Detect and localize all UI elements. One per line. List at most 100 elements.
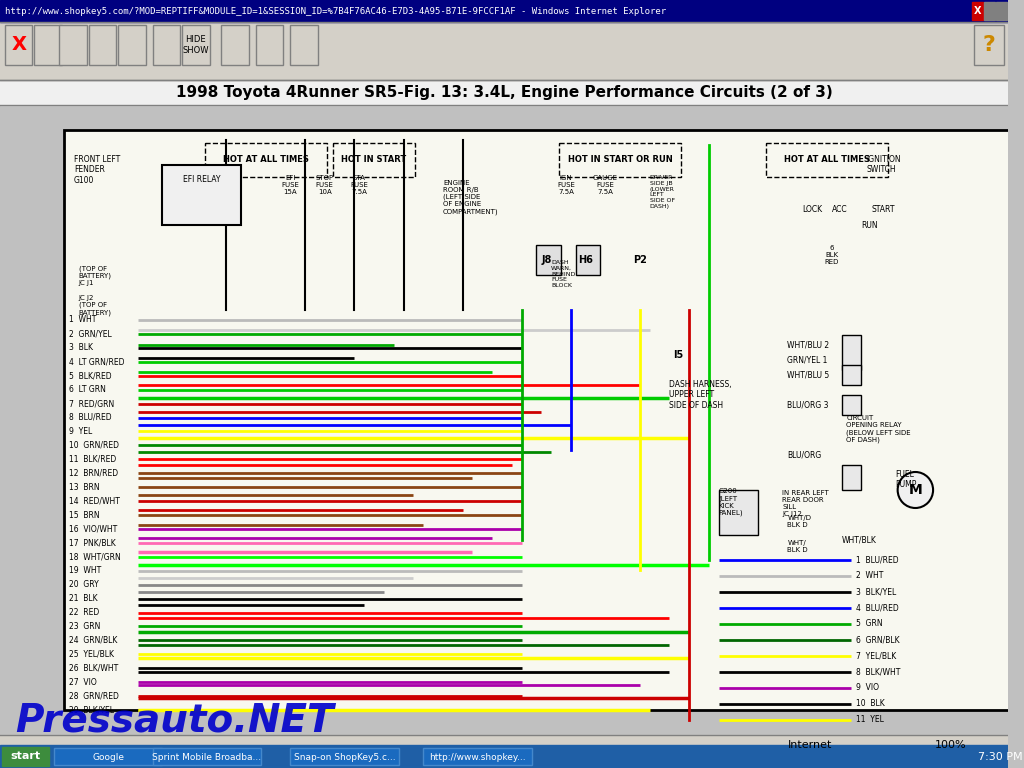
Text: 100%: 100% <box>935 740 967 750</box>
Bar <box>973 2 983 20</box>
Text: 3  BLK: 3 BLK <box>69 343 93 353</box>
Text: ENGINE
ROOM R/B
(LEFT SIDE
OF ENGINE
COMPARTMENT): ENGINE ROOM R/B (LEFT SIDE OF ENGINE COM… <box>443 180 499 215</box>
Bar <box>291 25 317 65</box>
Text: WHT/
BLK D: WHT/ BLK D <box>787 540 808 553</box>
Text: CIRCUIT
OPENING RELAY
(BELOW LEFT SIDE
OF DASH): CIRCUIT OPENING RELAY (BELOW LEFT SIDE O… <box>847 415 911 443</box>
Text: GAUGE
FUSE
7.5A: GAUGE FUSE 7.5A <box>593 175 617 195</box>
Text: EFI RELAY: EFI RELAY <box>183 175 220 184</box>
Bar <box>842 365 861 385</box>
Text: ?: ? <box>983 35 995 55</box>
Text: EFI
FUSE
15A: EFI FUSE 15A <box>282 175 299 195</box>
Text: RUN: RUN <box>861 220 878 230</box>
Text: 8  BLU/RED: 8 BLU/RED <box>69 413 112 422</box>
Text: P2: P2 <box>633 255 647 265</box>
Text: 1  BLU/RED: 1 BLU/RED <box>856 555 899 564</box>
Text: 29  BLK/YEL: 29 BLK/YEL <box>69 706 114 714</box>
Bar <box>59 25 87 65</box>
Bar <box>89 25 116 65</box>
Text: Pressauto.NET: Pressauto.NET <box>14 701 333 739</box>
Text: 7:30 PM: 7:30 PM <box>978 752 1022 762</box>
Text: 12  BRN/RED: 12 BRN/RED <box>69 468 118 478</box>
Text: STOP
FUSE
10A: STOP FUSE 10A <box>315 175 334 195</box>
Text: IN REAR LEFT
REAR DOOR
SILL
JC J12: IN REAR LEFT REAR DOOR SILL JC J12 <box>782 490 829 517</box>
Bar <box>2 747 49 766</box>
Text: 2  WHT: 2 WHT <box>856 571 884 581</box>
Text: start: start <box>10 751 41 761</box>
Text: 6  LT GRN: 6 LT GRN <box>69 385 105 394</box>
Text: Snap-on ShopKey5.c...: Snap-on ShopKey5.c... <box>294 753 395 762</box>
Text: 5  BLK/RED: 5 BLK/RED <box>69 371 112 380</box>
Text: M: M <box>908 483 923 497</box>
Bar <box>0 735 1008 755</box>
Bar <box>63 130 1009 710</box>
Text: http://www.shopkey...: http://www.shopkey... <box>429 753 525 762</box>
Bar <box>291 748 398 765</box>
Text: HOT AT ALL TIMES: HOT AT ALL TIMES <box>783 155 869 164</box>
Bar <box>842 395 861 415</box>
Text: DASH
WARN,
BEHIND
FUSE
BLOCK: DASH WARN, BEHIND FUSE BLOCK <box>551 260 575 288</box>
Bar <box>537 245 561 275</box>
Text: 8  BLK/WHT: 8 BLK/WHT <box>856 667 901 677</box>
Bar <box>256 25 284 65</box>
Text: 11  BLK/RED: 11 BLK/RED <box>69 455 116 464</box>
Bar <box>0 80 1008 105</box>
Text: Sprint Mobile Broadba...: Sprint Mobile Broadba... <box>153 753 261 762</box>
Text: IGN
FUSE
7.5A: IGN FUSE 7.5A <box>557 175 574 195</box>
Text: X: X <box>974 6 981 16</box>
Text: 21  BLK: 21 BLK <box>69 594 97 603</box>
Text: HOT AT ALL TIMES: HOT AT ALL TIMES <box>223 155 308 164</box>
Bar <box>153 748 261 765</box>
Text: WHT/BLU 2: WHT/BLU 2 <box>787 340 829 349</box>
Bar <box>842 465 861 490</box>
Text: STA
FUSE
7.5A: STA FUSE 7.5A <box>350 175 369 195</box>
Bar <box>5 25 33 65</box>
Bar <box>842 335 861 370</box>
Text: WHT/D
BLK D: WHT/D BLK D <box>787 515 811 528</box>
Text: 4  LT GRN/RED: 4 LT GRN/RED <box>69 357 124 366</box>
Bar <box>0 0 1008 22</box>
Text: 9  VIO: 9 VIO <box>856 684 880 693</box>
Text: 13  BRN: 13 BRN <box>69 482 99 492</box>
Bar <box>54 748 163 765</box>
Text: 1998 Toyota 4Runner SR5-Fig. 13: 3.4L, Engine Performance Circuits (2 of 3): 1998 Toyota 4Runner SR5-Fig. 13: 3.4L, E… <box>175 84 833 100</box>
Bar <box>575 245 600 275</box>
Bar <box>996 2 1007 20</box>
Bar <box>153 25 180 65</box>
Text: Internet: Internet <box>787 740 831 750</box>
Text: 9  YEL: 9 YEL <box>69 427 92 436</box>
Text: 10  BLK: 10 BLK <box>856 700 885 709</box>
Bar <box>0 745 1008 768</box>
Text: WHT/BLU 5: WHT/BLU 5 <box>787 370 829 379</box>
Text: 2  GRN/YEL: 2 GRN/YEL <box>69 329 112 339</box>
Bar <box>423 748 531 765</box>
Text: IGNITION
SWITCH: IGNITION SWITCH <box>866 155 901 174</box>
Text: 24  GRN/BLK: 24 GRN/BLK <box>69 636 118 645</box>
Text: DRIVER
SIDE JB
(LOWER
LEFT
SIDE OF
DASH): DRIVER SIDE JB (LOWER LEFT SIDE OF DASH) <box>649 175 675 209</box>
Bar <box>975 25 1004 65</box>
Text: 14  RED/WHT: 14 RED/WHT <box>69 497 120 505</box>
Text: HOT IN START OR RUN: HOT IN START OR RUN <box>567 155 673 164</box>
Text: 27  VIO: 27 VIO <box>69 677 96 687</box>
Text: 20  GRY: 20 GRY <box>69 580 98 589</box>
Text: JC J2
(TOP OF
BATTERY): JC J2 (TOP OF BATTERY) <box>79 295 112 316</box>
Text: http://www.shopkey5.com/?MOD=REPTIFF&MODULE_ID=1&SESSION_ID=%7B4F76AC46-E7D3-4A9: http://www.shopkey5.com/?MOD=REPTIFF&MOD… <box>5 6 666 15</box>
Text: X: X <box>11 35 27 55</box>
Text: H6: H6 <box>579 255 593 265</box>
Text: ACC: ACC <box>831 206 847 214</box>
Text: 18  WHT/GRN: 18 WHT/GRN <box>69 552 121 561</box>
Text: HIDE
SHOW: HIDE SHOW <box>182 35 209 55</box>
Text: HOT IN START: HOT IN START <box>341 155 407 164</box>
Text: BLU/ORG: BLU/ORG <box>787 451 821 459</box>
Text: 17  PNK/BLK: 17 PNK/BLK <box>69 538 116 548</box>
Text: GRN/YEL 1: GRN/YEL 1 <box>787 356 827 365</box>
Text: J8: J8 <box>541 255 552 265</box>
Text: 25  YEL/BLK: 25 YEL/BLK <box>69 650 114 659</box>
Bar <box>163 165 241 225</box>
Bar <box>118 25 145 65</box>
Text: 26  BLK/WHT: 26 BLK/WHT <box>69 664 118 673</box>
Bar <box>719 490 758 535</box>
Bar <box>35 25 62 65</box>
Text: WHT/BLK: WHT/BLK <box>842 535 877 545</box>
Text: 22  RED: 22 RED <box>69 608 99 617</box>
Text: 5  GRN: 5 GRN <box>856 620 883 628</box>
